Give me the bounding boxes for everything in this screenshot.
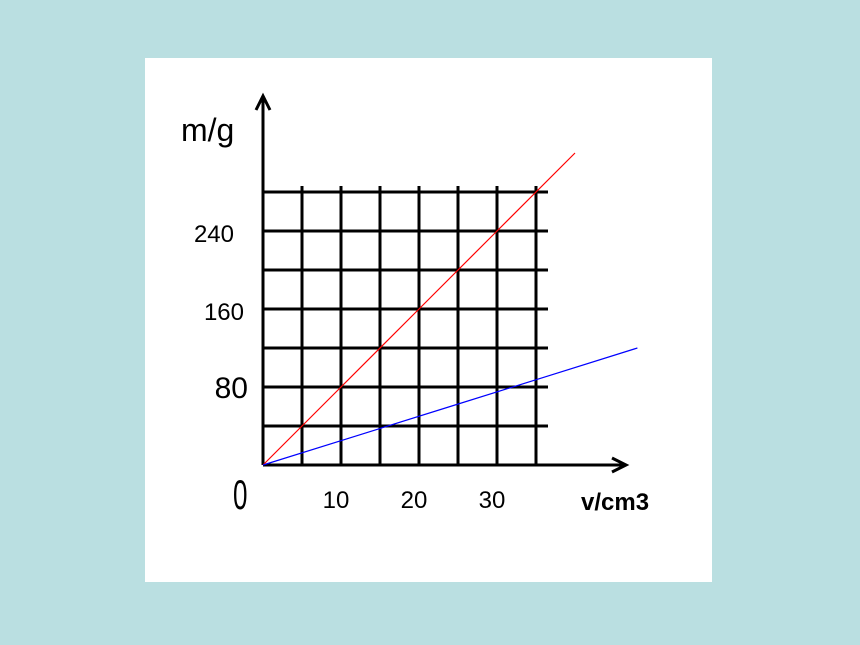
x-tick-label: 10 <box>323 487 350 514</box>
grid <box>263 186 548 465</box>
y-tick-label: 160 <box>204 299 244 326</box>
series <box>262 152 638 466</box>
x-tick-label: 30 <box>479 487 506 514</box>
y-tick-label: 80 <box>215 372 248 405</box>
chart-panel <box>145 58 712 582</box>
series-line-2 <box>262 347 638 466</box>
y-axis-arrow <box>254 92 272 111</box>
labels: m/g v/cm3 0 <box>181 112 649 519</box>
axes <box>254 92 630 474</box>
origin-label: 0 <box>233 472 247 519</box>
series-line-1 <box>262 152 576 466</box>
y-tick-label: 240 <box>194 221 234 248</box>
tick-labels: 10 20 30 80 160 240 <box>194 221 505 514</box>
y-axis-label: m/g <box>181 112 234 148</box>
x-axis-label: v/cm3 <box>581 489 649 516</box>
x-tick-label: 20 <box>401 487 428 514</box>
x-axis-arrow <box>611 456 630 474</box>
